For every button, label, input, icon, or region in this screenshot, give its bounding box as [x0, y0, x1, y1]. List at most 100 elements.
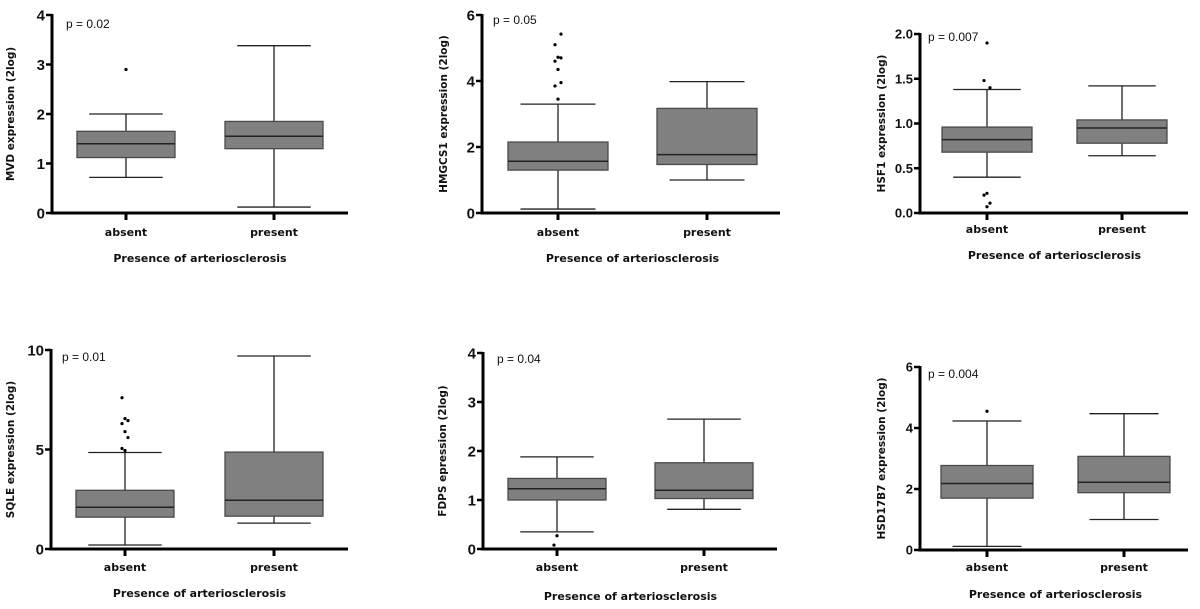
box-absent	[76, 67, 176, 220]
y-axis-title: HMGCS1 expression (2log)	[438, 35, 450, 193]
y-tick-label: 2	[906, 482, 913, 497]
y-tick-label: 0	[468, 541, 476, 558]
box-present	[1076, 85, 1168, 220]
box-present	[224, 355, 324, 556]
outlier-point	[982, 193, 986, 197]
iqr-box	[940, 464, 1034, 499]
chart-panel: 0 1 2 3 4 FDPS epression (2log) p = 0.04 absent…	[437, 345, 777, 603]
y-tick-label: 0	[37, 205, 45, 222]
box-absent	[507, 32, 609, 220]
y-tick-label: 5	[36, 442, 44, 459]
y-tick-label: 0.5	[895, 161, 913, 176]
y-tick-label: 4	[467, 73, 476, 90]
x-axis-title: Presence of arteriosclerosis	[544, 590, 718, 603]
outlier-point	[988, 201, 992, 205]
iqr-box	[507, 141, 609, 171]
outlier-point	[552, 543, 556, 547]
box-absent	[941, 41, 1033, 220]
x-category-label: absent	[966, 223, 1008, 236]
p-value-annotation: p = 0.007	[928, 30, 979, 44]
y-tick-label: 6	[906, 360, 913, 375]
box-absent	[75, 396, 175, 556]
chart-panel: 0.0 0.5 1.0 1.5 2.0 HSF1 expression (2log) p =…	[876, 27, 1188, 262]
y-tick-label: 4	[906, 421, 914, 436]
x-category-label: present	[250, 561, 298, 574]
y-axis-title: SQLE expression (2log)	[5, 381, 17, 518]
y-tick-label: 1	[468, 492, 476, 509]
outlier-point	[985, 409, 989, 413]
outlier-point	[985, 191, 989, 195]
outlier-point	[556, 55, 560, 59]
x-category-label: present	[683, 226, 731, 239]
outlier-point	[553, 59, 557, 63]
y-tick-label: 0	[36, 541, 44, 558]
y-tick-label: 3	[468, 394, 476, 411]
chart-panel: 0 5 10 SQLE expression (2log) p = 0.01 absent…	[5, 342, 348, 600]
x-category-label: absent	[104, 561, 146, 574]
y-tick-label: 1.0	[895, 116, 913, 131]
chart-panel: 0 1 2 3 4 MVD expression (2log) p = 0.02 absent…	[5, 7, 348, 265]
x-category-label: present	[250, 226, 298, 239]
x-category-label: present	[680, 561, 728, 574]
outlier-point	[553, 43, 557, 47]
y-tick-label: 4	[37, 7, 46, 24]
outlier-point	[120, 422, 124, 426]
y-axis-title: HSD17B7 expression (2log)	[876, 377, 888, 539]
y-tick-label: 4	[468, 345, 477, 362]
outlier-point	[556, 97, 560, 101]
x-category-label: absent	[966, 561, 1008, 574]
box-present	[1077, 413, 1171, 557]
y-tick-label: 1	[37, 156, 45, 173]
p-value-annotation: p = 0.02	[66, 17, 110, 31]
chart-panel: 0 2 4 6 HSD17B7 expression (2log) p = 0.004 ab…	[876, 360, 1188, 601]
outlier-point	[985, 41, 989, 45]
x-axis-title: Presence of arteriosclerosis	[969, 588, 1143, 601]
outlier-point	[123, 429, 127, 434]
outlier-point	[559, 81, 563, 85]
x-axis-title: Presence of arteriosclerosis	[113, 252, 287, 265]
x-axis-title: Presence of arteriosclerosis	[968, 249, 1142, 262]
outlier-point	[124, 67, 128, 72]
iqr-box	[75, 489, 175, 518]
y-tick-label: 10	[27, 342, 44, 359]
box-absent	[507, 456, 607, 556]
outlier-point	[126, 435, 130, 440]
p-value-annotation: p = 0.01	[62, 350, 106, 364]
box-present	[656, 81, 758, 220]
outlier-point	[988, 86, 992, 90]
outlier-point	[982, 78, 986, 83]
y-tick-label: 0	[467, 205, 475, 222]
outlier-point	[555, 534, 559, 538]
outlier-point	[120, 446, 124, 451]
y-tick-label: 2.0	[895, 27, 913, 42]
y-tick-label: 6	[467, 7, 475, 24]
y-tick-label: 0	[906, 543, 913, 558]
iqr-box	[224, 120, 324, 150]
x-category-label: absent	[536, 561, 578, 574]
p-value-annotation: p = 0.05	[493, 13, 537, 27]
y-axis-title: FDPS epression (2log)	[437, 385, 449, 516]
iqr-box	[224, 451, 324, 517]
y-tick-label: 1.5	[895, 71, 913, 86]
iqr-box	[656, 107, 758, 166]
y-tick-label: 2	[37, 106, 45, 123]
outlier-point	[985, 205, 989, 209]
outlier-point	[556, 67, 560, 72]
y-tick-label: 3	[37, 57, 45, 74]
iqr-box	[1077, 455, 1171, 494]
x-axis-title: Presence of arteriosclerosis	[113, 587, 287, 600]
iqr-box	[654, 462, 754, 500]
box-present	[654, 418, 754, 556]
outlier-point	[120, 396, 124, 400]
x-category-label: present	[1098, 223, 1146, 236]
outlier-point	[123, 417, 127, 421]
x-category-label: present	[1100, 561, 1148, 574]
y-axis-title: MVD expression (2log)	[5, 47, 17, 181]
outlier-point	[559, 32, 563, 36]
box-absent	[940, 409, 1034, 557]
outlier-point	[559, 56, 563, 60]
y-tick-label: 0.0	[895, 206, 913, 221]
x-axis-title: Presence of arteriosclerosis	[546, 252, 720, 265]
y-tick-label: 2	[467, 139, 475, 156]
